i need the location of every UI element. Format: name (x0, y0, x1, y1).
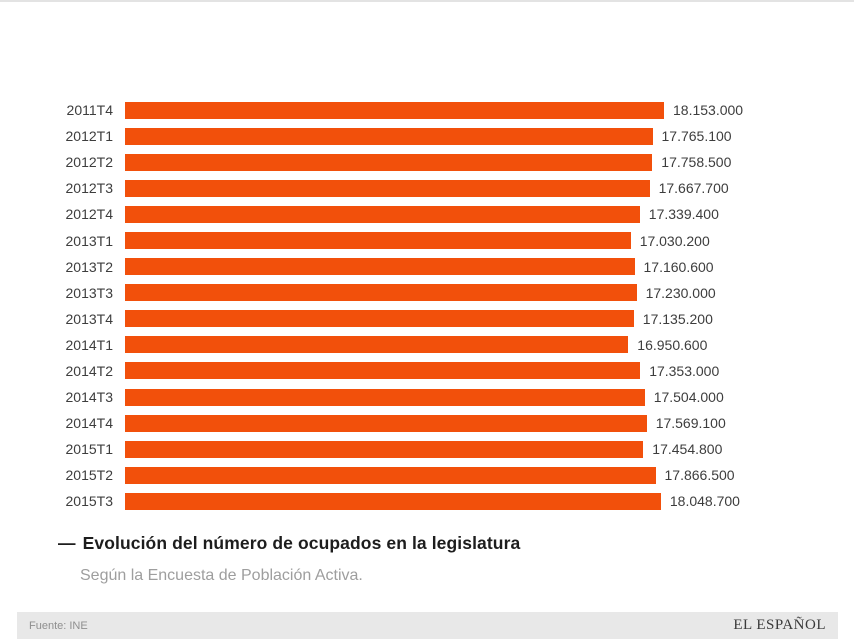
value-label: 17.160.600 (643, 258, 714, 275)
chart-row: 2014T1 16.950.600 (0, 332, 854, 358)
bar (125, 310, 634, 328)
source-label: Fuente: INE (29, 619, 88, 632)
category-label: 2012T1 (65, 128, 113, 145)
chart-row: 2012T3 17.667.700 (0, 175, 854, 201)
category-label: 2014T1 (65, 336, 113, 353)
value-label: 16.950.600 (637, 336, 708, 353)
value-label: 17.866.500 (664, 467, 735, 484)
bar (125, 101, 664, 119)
bar (125, 205, 640, 223)
value-label: 18.048.700 (669, 493, 740, 510)
value-label: 17.504.000 (653, 389, 724, 406)
category-label: 2015T3 (65, 493, 113, 510)
category-label: 2013T4 (65, 310, 113, 327)
chart-row: 2015T1 17.454.800 (0, 436, 854, 462)
value-label: 17.135.200 (642, 310, 713, 327)
value-label: 18.153.000 (673, 102, 744, 119)
category-label: 2014T2 (65, 362, 113, 379)
chart-row: 2013T2 17.160.600 (0, 254, 854, 280)
chart-row: 2014T3 17.504.000 (0, 384, 854, 410)
bar (125, 414, 647, 432)
bar (125, 153, 653, 171)
chart-row: 2014T2 17.353.000 (0, 358, 854, 384)
brand-logo: EL ESPAÑOL (733, 617, 826, 633)
bar (125, 232, 631, 250)
footer-bar: Fuente: INE EL ESPAÑOL (17, 612, 838, 639)
category-label: 2015T1 (65, 441, 113, 458)
category-label: 2011T4 (66, 102, 113, 119)
chart-row: 2012T4 17.339.400 (0, 201, 854, 227)
value-label: 17.569.100 (655, 415, 726, 432)
bar (125, 258, 635, 276)
chart-row: 2015T3 18.048.700 (0, 488, 854, 514)
bar (125, 336, 629, 354)
category-label: 2015T2 (65, 467, 113, 484)
bar (125, 466, 656, 484)
chart-row: 2013T1 17.030.200 (0, 227, 854, 253)
value-label: 17.454.800 (652, 441, 723, 458)
category-label: 2013T3 (65, 284, 113, 301)
value-label: 17.667.700 (658, 180, 729, 197)
chart-row: 2014T4 17.569.100 (0, 410, 854, 436)
category-label: 2012T3 (65, 180, 113, 197)
chart-subtitle: Según la Encuesta de Población Activa. (80, 567, 363, 584)
chart-title: — Evolución del número de ocupados en la … (58, 533, 520, 554)
chart-row: 2012T1 17.765.100 (0, 123, 854, 149)
value-label: 17.765.100 (661, 128, 732, 145)
bar (125, 362, 641, 380)
chart-title-text: Evolución del número de ocupados en la l… (82, 533, 521, 553)
category-label: 2012T2 (65, 154, 113, 171)
bar-chart: 2011T4 18.153.000 2012T1 17.765.100 2012T2 17… (0, 97, 854, 515)
chart-row: 2015T2 17.866.500 (0, 462, 854, 488)
value-label: 17.339.400 (648, 206, 719, 223)
title-block: — Evolución del número de ocupados en la … (58, 533, 520, 585)
chart-row: 2011T4 18.153.000 (0, 97, 854, 123)
bar (125, 284, 637, 302)
value-label: 17.230.000 (645, 284, 716, 301)
category-label: 2014T3 (65, 389, 113, 406)
category-label: 2013T1 (65, 232, 113, 249)
bar (125, 388, 645, 406)
bar (125, 127, 653, 145)
bar (125, 440, 644, 458)
category-label: 2012T4 (65, 206, 113, 223)
value-label: 17.353.000 (649, 362, 720, 379)
chart-row: 2013T3 17.230.000 (0, 280, 854, 306)
bar (125, 179, 650, 197)
chart-row: 2012T2 17.758.500 (0, 149, 854, 175)
category-label: 2014T4 (65, 415, 113, 432)
category-label: 2013T2 (65, 258, 113, 275)
bar (125, 492, 661, 510)
chart-row: 2013T4 17.135.200 (0, 306, 854, 332)
value-label: 17.758.500 (661, 154, 732, 171)
value-label: 17.030.200 (639, 232, 710, 249)
title-dash: — (58, 533, 76, 553)
